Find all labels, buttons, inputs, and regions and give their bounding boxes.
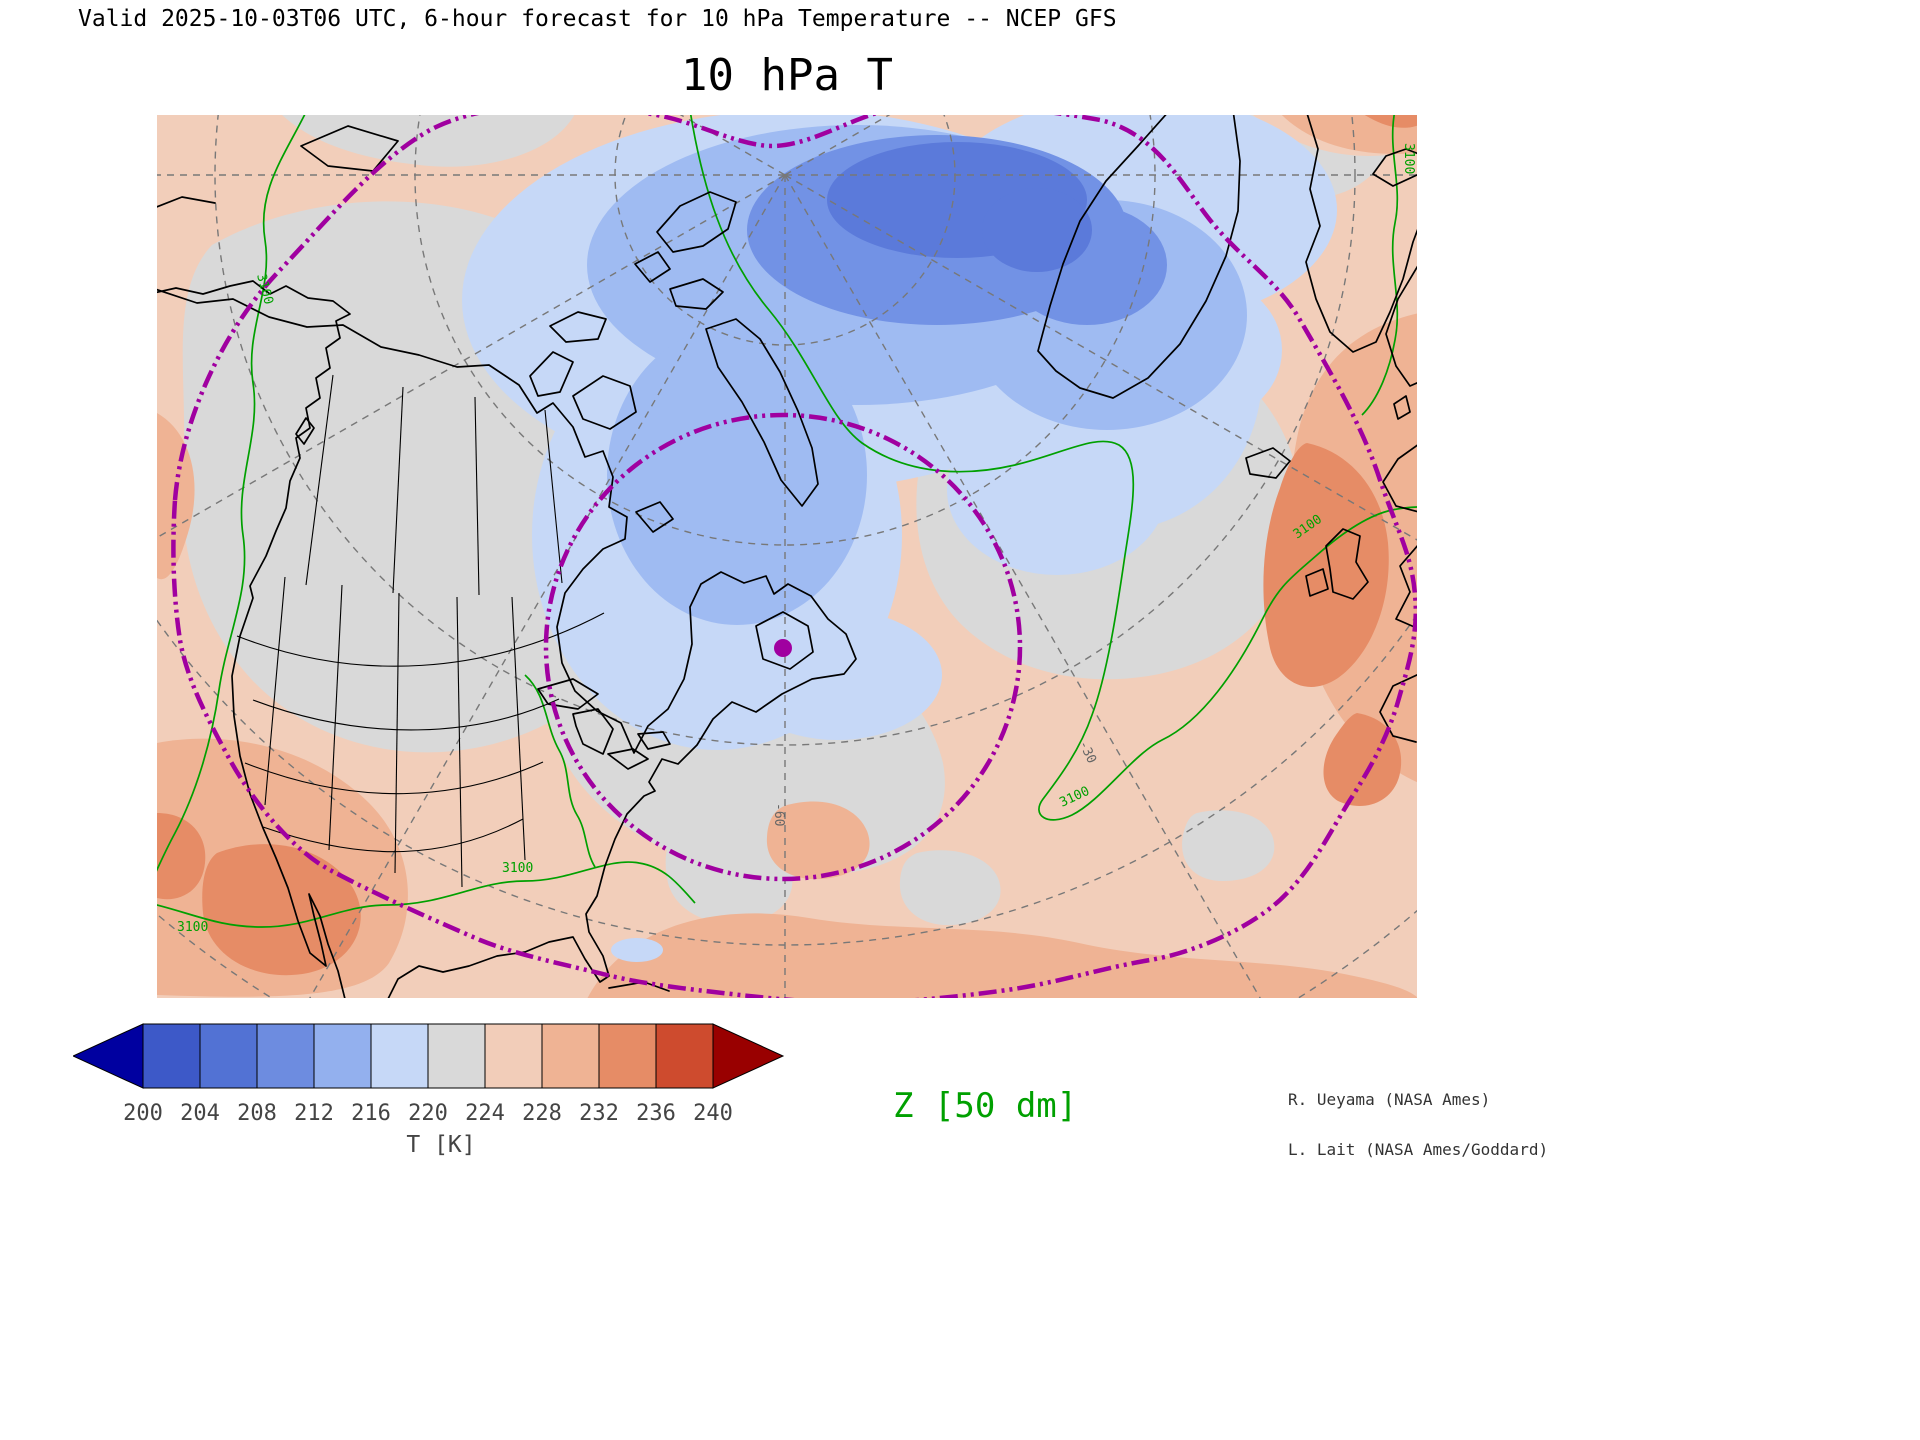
vortex-edge-layer: [171, 115, 1417, 998]
colorbar-right-arrow: [712, 1023, 785, 1089]
colorbar-segment: [142, 1023, 201, 1089]
colorbar-segment: [199, 1023, 258, 1089]
height-overlay-label: Z [50 dm]: [893, 1086, 1078, 1126]
colorbar-segment: [427, 1023, 486, 1089]
vortex-edge-outer: [171, 115, 1417, 998]
colorbar-canvas: 200 204 208 212 216 220 224 228 232 236 …: [71, 1023, 785, 1158]
colorbar-tick-label: 240: [693, 1101, 733, 1126]
colorbar-tick-label: 204: [180, 1101, 220, 1126]
colorbar-left-arrow: [71, 1023, 144, 1089]
colorbar-tick-label: 220: [408, 1101, 448, 1126]
page-title: 10 hPa T: [681, 50, 893, 101]
colorbar-tick-label: 232: [579, 1101, 619, 1126]
colorbar-segment: [655, 1023, 714, 1089]
state-borders-layer: [236, 374, 605, 888]
credit-line-2: L. Lait (NASA Ames/Goddard): [1288, 1139, 1549, 1159]
temperature-colorbar: 200 204 208 212 216 220 224 228 232 236 …: [71, 1022, 788, 1166]
height-contours-layer: [157, 115, 1417, 928]
meridian-label: -60: [771, 803, 786, 826]
temperature-shading-layer: [157, 115, 1417, 998]
colorbar-segment: [313, 1023, 372, 1089]
credits: R. Ueyama (NASA Ames) L. Lait (NASA Ames…: [1288, 1088, 1548, 1162]
colorbar-tick-label: 228: [522, 1101, 562, 1126]
valid-time-header: Valid 2025-10-03T06 UTC, 6-hour forecast…: [78, 6, 1117, 32]
vortex-center-dot: [774, 639, 792, 657]
contour-label: 3100: [502, 861, 533, 876]
colorbar-segment: [541, 1023, 600, 1089]
colorbar-segment: [370, 1023, 429, 1089]
colorbar-tick-label: 224: [465, 1101, 505, 1126]
map-canvas: 3100 3100 3100 3100 3100 3100 -60 -30: [157, 115, 1417, 998]
cold-204-208K-region: [827, 142, 1092, 272]
colorbar-segment: [256, 1023, 315, 1089]
forecast-map: 3100 3100 3100 3100 3100 3100 -60 -30: [157, 115, 1417, 998]
colorbar-tick-label: 208: [237, 1101, 277, 1126]
colorbar-tick-label: 200: [123, 1101, 163, 1126]
credit-line-1: R. Ueyama (NASA Ames): [1288, 1090, 1491, 1109]
contour-label: 3100: [1401, 143, 1416, 174]
vortex-edge-inner: [543, 412, 1023, 882]
colorbar-segment: [484, 1023, 543, 1089]
colorbar-segment: [598, 1023, 657, 1089]
contour-label: 3100: [177, 920, 208, 935]
colorbar-tick-label: 216: [351, 1101, 391, 1126]
graticule-layer: [157, 115, 1417, 998]
colorbar-axis-label: T [K]: [406, 1132, 475, 1158]
colorbar-tick-label: 236: [636, 1101, 676, 1126]
coastlines-layer: [157, 115, 1417, 998]
colorbar-tick-label: 212: [294, 1101, 334, 1126]
